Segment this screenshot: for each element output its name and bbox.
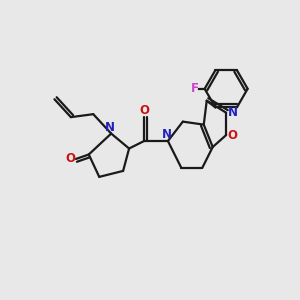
Text: N: N — [105, 121, 115, 134]
Text: N: N — [228, 106, 238, 119]
Text: O: O — [139, 104, 149, 117]
Text: F: F — [191, 82, 199, 95]
Text: O: O — [66, 152, 76, 166]
Text: N: N — [162, 128, 172, 141]
Text: O: O — [228, 129, 238, 142]
